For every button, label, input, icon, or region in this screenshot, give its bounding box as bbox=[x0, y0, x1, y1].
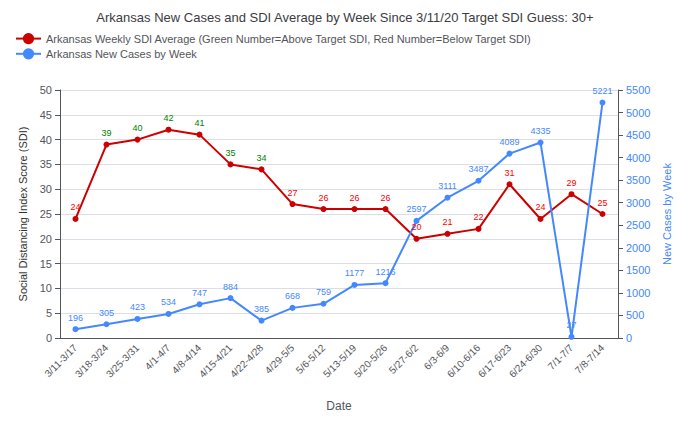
svg-text:4/15-4/21: 4/15-4/21 bbox=[196, 342, 235, 380]
svg-text:747: 747 bbox=[192, 288, 207, 298]
svg-text:0: 0 bbox=[46, 332, 52, 344]
svg-text:27: 27 bbox=[287, 188, 297, 198]
svg-text:45: 45 bbox=[40, 109, 52, 121]
svg-text:534: 534 bbox=[161, 297, 176, 307]
svg-text:2597: 2597 bbox=[406, 204, 426, 214]
svg-text:25: 25 bbox=[597, 198, 607, 208]
svg-text:1177: 1177 bbox=[345, 268, 364, 278]
svg-text:42: 42 bbox=[163, 113, 173, 123]
svg-text:7/1-7/7: 7/1-7/7 bbox=[546, 342, 576, 372]
svg-text:4/1-4/7: 4/1-4/7 bbox=[143, 342, 173, 372]
svg-text:50: 50 bbox=[40, 84, 52, 96]
svg-text:668: 668 bbox=[285, 291, 300, 301]
svg-text:884: 884 bbox=[223, 282, 238, 292]
svg-text:35: 35 bbox=[40, 158, 52, 170]
svg-text:4089: 4089 bbox=[499, 137, 519, 147]
svg-text:196: 196 bbox=[68, 313, 83, 323]
svg-text:4000: 4000 bbox=[626, 152, 650, 164]
svg-text:New Cases by Week: New Cases by Week bbox=[661, 163, 673, 265]
svg-text:7/8-7/14: 7/8-7/14 bbox=[573, 342, 607, 376]
svg-text:5/13-5/19: 5/13-5/19 bbox=[320, 342, 359, 380]
svg-text:4500: 4500 bbox=[626, 129, 650, 141]
svg-text:27: 27 bbox=[566, 320, 576, 330]
svg-text:5221: 5221 bbox=[592, 86, 612, 96]
svg-text:423: 423 bbox=[130, 302, 145, 312]
svg-text:5: 5 bbox=[46, 307, 52, 319]
svg-text:4/22-4/28: 4/22-4/28 bbox=[228, 342, 266, 380]
svg-text:31: 31 bbox=[504, 168, 514, 178]
svg-text:Arkansas Weekly SDI Average (G: Arkansas Weekly SDI Average (Green Numbe… bbox=[46, 33, 531, 45]
svg-text:24: 24 bbox=[535, 202, 545, 212]
svg-text:34: 34 bbox=[256, 153, 266, 163]
svg-text:35: 35 bbox=[225, 148, 235, 158]
svg-text:2500: 2500 bbox=[626, 219, 650, 231]
svg-text:24: 24 bbox=[70, 202, 80, 212]
svg-text:26: 26 bbox=[318, 193, 328, 203]
svg-text:21: 21 bbox=[442, 217, 452, 227]
svg-text:5/20-5/26: 5/20-5/26 bbox=[352, 342, 390, 380]
svg-text:26: 26 bbox=[349, 193, 359, 203]
svg-text:3111: 3111 bbox=[438, 181, 457, 191]
svg-text:41: 41 bbox=[194, 118, 204, 128]
svg-text:6/24-6/30: 6/24-6/30 bbox=[507, 342, 545, 380]
svg-text:3000: 3000 bbox=[626, 197, 650, 209]
svg-text:3487: 3487 bbox=[468, 164, 488, 174]
svg-text:Arkansas New Cases and SDI Ave: Arkansas New Cases and SDI Average by We… bbox=[96, 10, 593, 25]
svg-text:6/10-6/16: 6/10-6/16 bbox=[444, 342, 483, 380]
svg-text:6/3-6/9: 6/3-6/9 bbox=[422, 342, 452, 372]
svg-text:305: 305 bbox=[99, 308, 114, 318]
svg-text:1000: 1000 bbox=[626, 287, 650, 299]
svg-text:5500: 5500 bbox=[626, 84, 650, 96]
svg-text:15: 15 bbox=[40, 258, 52, 270]
svg-text:Date: Date bbox=[326, 399, 352, 413]
svg-text:385: 385 bbox=[254, 304, 269, 314]
svg-text:0: 0 bbox=[626, 332, 632, 344]
svg-text:20: 20 bbox=[40, 233, 52, 245]
svg-text:40: 40 bbox=[40, 134, 52, 146]
svg-text:759: 759 bbox=[316, 287, 331, 297]
svg-text:10: 10 bbox=[40, 282, 52, 294]
svg-text:39: 39 bbox=[101, 128, 111, 138]
svg-text:6/17-6/23: 6/17-6/23 bbox=[475, 342, 514, 380]
svg-text:26: 26 bbox=[380, 193, 390, 203]
svg-text:Social Distancing Index Score: Social Distancing Index Score (SDI) bbox=[17, 127, 29, 302]
svg-text:3/18-3/24: 3/18-3/24 bbox=[72, 342, 111, 380]
svg-text:22: 22 bbox=[473, 212, 483, 222]
svg-text:Arkansas New Cases by Week: Arkansas New Cases by Week bbox=[46, 48, 197, 60]
svg-text:1216: 1216 bbox=[375, 267, 395, 277]
svg-text:4/29-5/5: 4/29-5/5 bbox=[263, 342, 297, 376]
svg-text:29: 29 bbox=[566, 178, 576, 188]
svg-text:5000: 5000 bbox=[626, 107, 650, 119]
svg-text:4335: 4335 bbox=[530, 126, 550, 136]
svg-text:3/25-3/31: 3/25-3/31 bbox=[104, 342, 142, 380]
svg-text:30: 30 bbox=[40, 183, 52, 195]
svg-text:2000: 2000 bbox=[626, 242, 650, 254]
svg-text:500: 500 bbox=[626, 309, 644, 321]
svg-text:40: 40 bbox=[132, 123, 142, 133]
svg-text:3500: 3500 bbox=[626, 174, 650, 186]
svg-text:20: 20 bbox=[411, 222, 421, 232]
svg-text:4/8-4/14: 4/8-4/14 bbox=[169, 342, 204, 376]
svg-text:1500: 1500 bbox=[626, 264, 650, 276]
svg-text:25: 25 bbox=[40, 208, 52, 220]
svg-text:3/11-3/17: 3/11-3/17 bbox=[42, 342, 80, 380]
svg-text:5/27-6/2: 5/27-6/2 bbox=[387, 342, 421, 376]
svg-text:5/6-5/12: 5/6-5/12 bbox=[293, 342, 328, 376]
